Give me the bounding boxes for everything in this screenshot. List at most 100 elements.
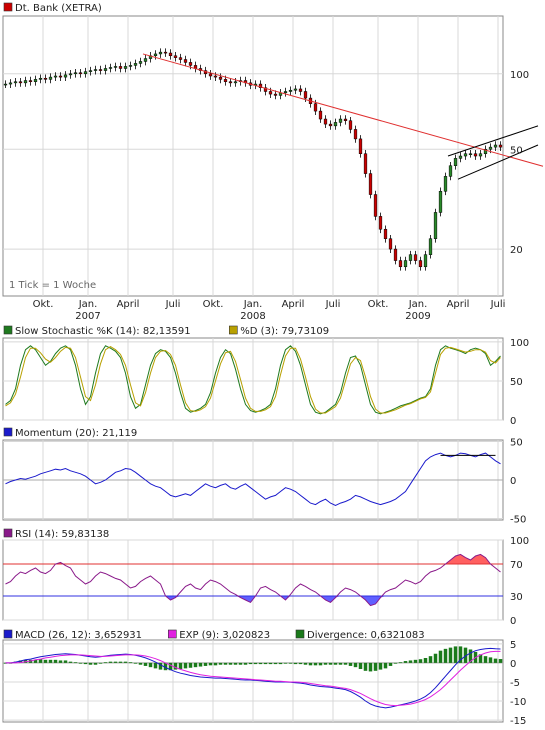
candle-body [358, 138, 363, 154]
candle-body [293, 88, 298, 91]
divergence-bar [398, 662, 403, 664]
candle-body [328, 123, 333, 127]
series-line [5, 647, 501, 709]
x-tick-year: 2009 [405, 311, 430, 322]
candle-body [378, 216, 383, 230]
divergence-bar [48, 659, 53, 663]
divergence-bar [393, 662, 398, 664]
legend-label: Dt. Bank (XETRA) [15, 3, 102, 14]
candle-body [403, 260, 408, 268]
candle-body [423, 254, 428, 268]
divergence-bar [223, 662, 228, 665]
divergence-bar [208, 662, 213, 666]
divergence-bar [93, 662, 98, 665]
divergence-bar [413, 659, 418, 663]
x-tick-label: Juli [325, 299, 341, 310]
candle-body [393, 248, 398, 261]
series-line [5, 452, 501, 506]
x-tick-label: April [282, 299, 305, 310]
candle-body [158, 51, 163, 55]
x-tick-label: Juli [165, 299, 181, 310]
candle-body [63, 74, 68, 78]
divergence-bar [133, 662, 138, 664]
divergence-bar [273, 662, 278, 665]
candle-body [58, 75, 63, 78]
y-tick-label: 50 [510, 438, 523, 449]
candle-body [223, 79, 228, 82]
divergence-bar [478, 654, 483, 663]
candle-body [93, 69, 98, 71]
panel-momentum: 50 0 -50 Momentum (20): 21,119 [2, 427, 526, 525]
legend-swatch [229, 325, 238, 335]
divergence-bar [428, 656, 433, 663]
legend-label: Divergence: 0,6321083 [307, 630, 425, 641]
divergence-bar [373, 662, 378, 671]
candle-body [28, 80, 33, 82]
candle-body [468, 153, 473, 155]
divergence-bar [448, 647, 453, 663]
candle-body [8, 82, 13, 85]
legend-label: MACD (26, 12): 3,652931 [15, 630, 142, 641]
divergence-bar [58, 660, 63, 663]
divergence-bar [363, 662, 368, 671]
candle-body [43, 77, 48, 80]
x-tick-label: Juli [490, 299, 506, 310]
candle-body [298, 88, 303, 92]
divergence-bar [403, 661, 408, 663]
candle-body [318, 110, 323, 120]
divergence-bar [138, 662, 143, 665]
candle-body [168, 52, 173, 57]
divergence-bar [238, 662, 243, 665]
candle-body [258, 83, 263, 88]
divergence-bar [493, 658, 498, 663]
candle-body [3, 83, 8, 86]
divergence-bar [228, 662, 233, 665]
candle-body [38, 77, 43, 80]
candle-body [53, 75, 58, 78]
candle-body [178, 57, 183, 60]
candle-body [493, 144, 498, 148]
candle-body [143, 58, 148, 62]
y-tick-label: 5 [510, 640, 516, 651]
candle-body [433, 212, 438, 239]
candle-body [228, 81, 233, 84]
series-line [5, 553, 501, 607]
divergence-bar [418, 659, 423, 663]
candle-body [118, 66, 123, 69]
divergence-bar [408, 660, 413, 663]
legend-label: %D (3): 79,73109 [240, 326, 329, 337]
divergence-bar [63, 660, 68, 663]
y-tick-label: -15 [510, 716, 526, 727]
candle-body [183, 59, 188, 63]
divergence-bar [18, 660, 23, 663]
divergence-bar [378, 662, 383, 670]
divergence-bar [73, 662, 78, 664]
candle-body [323, 118, 328, 125]
divergence-bar [318, 662, 323, 666]
candle-body [263, 87, 268, 92]
candle-body [128, 65, 133, 67]
divergence-bar [108, 661, 113, 663]
divergence-bar [188, 662, 193, 668]
divergence-bar [298, 662, 303, 665]
x-tick-year: 2008 [240, 311, 265, 322]
candle-body [368, 173, 373, 195]
candle-body [373, 194, 378, 217]
divergence-bar [248, 662, 253, 665]
candle-body [13, 81, 18, 84]
candle-body [188, 62, 193, 66]
divergence-bar [253, 662, 258, 665]
candle-body [283, 91, 288, 94]
x-tick-label: April [447, 299, 470, 310]
candle-body [73, 72, 78, 75]
legend-swatch [3, 528, 13, 538]
divergence-bar [78, 662, 83, 664]
candle-body [123, 66, 128, 69]
y-tick-label: 0 [510, 616, 516, 627]
trendline [142, 53, 544, 167]
divergence-bar [98, 662, 103, 664]
x-tick-label: Okt. [33, 299, 54, 310]
candle-body [18, 81, 23, 84]
y-tick-label: -50 [510, 514, 526, 525]
